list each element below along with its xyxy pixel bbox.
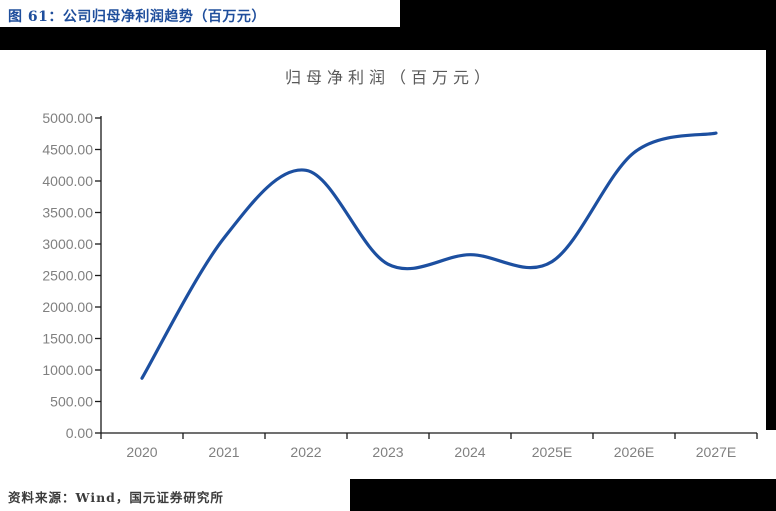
x-axis-label: 2025E <box>532 444 572 460</box>
bottom-right-black-region <box>350 479 776 511</box>
figure-caption-row: 图 61：公司归母净利润趋势（百万元） <box>0 0 400 27</box>
x-axis-label: 2021 <box>208 444 239 460</box>
y-axis-label: 3000.00 <box>42 236 93 252</box>
y-axis-label: 3500.00 <box>42 205 93 221</box>
x-axis-label: 2020 <box>126 444 157 460</box>
source-note: 资料来源：Wind，国元证券研究所 <box>8 490 224 505</box>
figure-caption: 图 61：公司归母净利润趋势（百万元） <box>8 9 266 25</box>
x-axis-label: 2022 <box>290 444 321 460</box>
y-axis-label: 4500.00 <box>42 142 93 158</box>
x-axis-label: 2027E <box>696 444 736 460</box>
y-axis-label: 2500.00 <box>42 268 93 284</box>
y-axis-label: 0.00 <box>66 425 93 441</box>
right-edge-black-strip <box>766 50 776 430</box>
y-axis-label: 500.00 <box>50 394 93 410</box>
x-axis-label: 2024 <box>454 444 485 460</box>
y-axis-label: 1000.00 <box>42 362 93 378</box>
net-profit-series-line <box>140 131 718 380</box>
x-axis-label: 2023 <box>372 444 403 460</box>
y-axis-label: 5000.00 <box>42 110 93 126</box>
top-right-black-region <box>400 0 776 28</box>
chart-title: 归母净利润（百万元） <box>284 68 495 87</box>
y-axis-label: 4000.00 <box>42 173 93 189</box>
y-axis-label: 1500.00 <box>42 331 93 347</box>
caption-divider-band <box>0 27 776 50</box>
y-axis-label: 2000.00 <box>42 299 93 315</box>
x-axis-label: 2026E <box>614 444 654 460</box>
